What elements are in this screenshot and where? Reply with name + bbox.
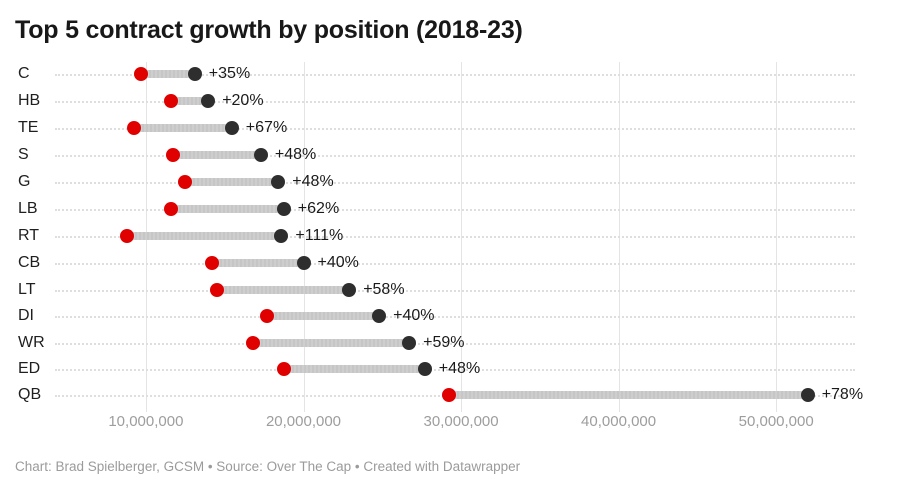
growth-label: +48% [274, 146, 317, 163]
category-label: RT [18, 227, 40, 244]
dot-2018 [441, 388, 456, 402]
dot-2018 [127, 121, 142, 135]
category-label: HB [18, 92, 41, 109]
dot-2023 [253, 148, 268, 162]
range-connector [172, 151, 261, 159]
growth-label: +67% [245, 119, 288, 136]
dot-2018 [164, 94, 179, 108]
dot-2023 [187, 67, 202, 81]
growth-label: +40% [317, 254, 359, 271]
dot-2018 [260, 309, 275, 323]
row-leader-line [55, 74, 855, 76]
range-connector [267, 312, 380, 320]
range-connector [448, 391, 808, 399]
growth-label: +62% [297, 200, 340, 217]
row-leader-line [55, 263, 855, 265]
row-leader-line [55, 369, 855, 371]
row-leader-line [55, 155, 855, 157]
growth-label: +48% [438, 360, 481, 377]
axis-tick-label: 50,000,000 [738, 413, 814, 430]
range-connector [184, 178, 279, 186]
category-label: DI [18, 307, 34, 324]
dot-2023 [296, 256, 311, 270]
row-leader-line [55, 182, 855, 184]
dot-2023 [800, 388, 815, 402]
axis-tick-label: 10,000,000 [108, 413, 184, 430]
dot-2023 [271, 175, 286, 189]
dot-2023 [402, 336, 417, 350]
row-leader-line [55, 128, 855, 130]
dot-2018 [205, 256, 220, 270]
range-connector [134, 124, 232, 132]
range-connector [171, 97, 209, 105]
dot-2018 [276, 362, 291, 376]
category-label: LT [18, 281, 36, 298]
category-label: QB [18, 386, 42, 403]
row-leader-line [55, 101, 855, 103]
dot-2018 [246, 336, 261, 350]
range-connector [127, 232, 282, 240]
growth-label: +35% [208, 65, 251, 82]
axis-tick-label: 20,000,000 [265, 413, 342, 430]
growth-label: +78% [821, 386, 864, 403]
dot-2023 [201, 94, 216, 108]
category-label: G [18, 173, 31, 190]
category-label: LB [18, 200, 38, 217]
row-leader-line [55, 290, 855, 292]
range-connector [212, 259, 304, 267]
growth-label: +20% [222, 92, 264, 109]
category-label: S [18, 146, 29, 163]
row-leader-line [55, 236, 855, 238]
category-label: TE [18, 119, 39, 136]
dot-2018 [209, 283, 224, 297]
dot-2018 [164, 202, 179, 216]
chart-title: Top 5 contract growth by position (2018-… [15, 16, 523, 44]
dot-2023 [276, 202, 291, 216]
growth-label: +58% [363, 281, 405, 298]
category-label: C [18, 65, 30, 82]
axis-tick-label: 30,000,000 [423, 413, 499, 430]
dot-2023 [372, 309, 387, 323]
dot-2018 [165, 148, 180, 162]
range-connector [216, 286, 350, 294]
dot-2023 [342, 283, 357, 297]
range-connector [141, 70, 195, 78]
row-leader-line [55, 316, 855, 318]
row-leader-line [55, 343, 855, 345]
range-connector [171, 205, 284, 213]
range-connector [253, 339, 410, 347]
category-label: CB [18, 254, 41, 271]
range-connector [283, 365, 425, 373]
category-label: WR [18, 334, 45, 351]
category-label: ED [18, 360, 41, 377]
chart-footer: Chart: Brad Spielberger, GCSM • Source: … [15, 459, 521, 474]
dot-2023 [417, 362, 432, 376]
dot-2018 [134, 67, 149, 81]
growth-label: +111% [295, 227, 344, 244]
dot-2018 [177, 175, 192, 189]
dot-2023 [224, 121, 239, 135]
growth-label: +48% [292, 173, 334, 190]
dot-2018 [120, 229, 134, 243]
axis-tick-label: 40,000,000 [581, 413, 657, 430]
growth-label: +59% [423, 334, 465, 351]
dot-2023 [274, 229, 289, 243]
growth-label: +40% [393, 307, 435, 324]
row-leader-line [55, 209, 855, 211]
